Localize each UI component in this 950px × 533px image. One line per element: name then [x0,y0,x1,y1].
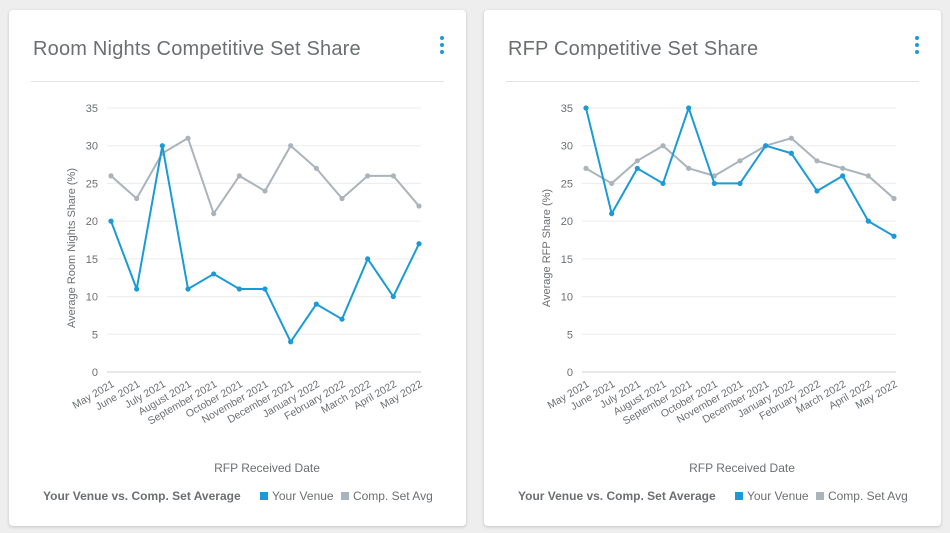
divider [506,81,919,82]
card-title: Room Nights Competitive Set Share [33,38,361,60]
legend-label: Your Venue [746,489,809,503]
rfp-share-card: RFP Competitive Set Share 0 5 10 15 20 25 30 35… [484,10,941,526]
legend-title: Your Venue vs. Comp. Set Average [43,489,241,503]
room-nights-share-card: Room Nights Competitive Set Share 0 5 10 15… [9,10,466,526]
card-title: RFP Competitive Set Share [508,38,759,60]
data-point[interactable] [634,165,640,171]
y-tick-label: 25 [561,178,573,190]
data-point[interactable] [711,180,717,187]
data-point[interactable] [288,339,294,345]
legend-swatch [815,492,824,500]
data-point[interactable] [891,233,897,239]
data-point[interactable] [865,173,871,179]
y-axis-title: Average RFP Share (%) [541,189,553,307]
data-point[interactable] [737,158,743,164]
data-point[interactable] [288,143,294,149]
y-tick-label: 15 [561,254,573,266]
y-tick-label: 30 [86,141,98,153]
data-point[interactable] [365,173,371,179]
data-point[interactable] [108,173,114,179]
data-point[interactable] [236,173,242,179]
data-point[interactable] [840,165,846,171]
y-tick-label: 35 [86,103,98,115]
data-point[interactable] [583,165,589,171]
data-point[interactable] [737,180,743,187]
data-point[interactable] [236,286,242,292]
data-point[interactable] [891,195,897,202]
data-point[interactable] [865,218,871,224]
data-point[interactable] [262,188,268,194]
data-point[interactable] [788,135,794,141]
data-point[interactable] [134,286,140,292]
data-point[interactable] [609,211,615,217]
series-line-your-venue[interactable] [585,107,895,238]
data-point[interactable] [134,195,140,202]
data-point[interactable] [108,218,114,224]
y-tick-label: 15 [86,254,98,266]
y-tick-label: 30 [561,141,573,153]
data-point[interactable] [339,195,345,202]
legend-swatch [259,492,268,500]
data-point[interactable] [660,143,666,149]
data-point[interactable] [660,180,666,187]
more-options-icon[interactable] [913,36,921,56]
data-point[interactable] [763,143,769,149]
legend-item-your-venue[interactable]: Your Venue [259,489,334,503]
legend-title: Your Venue vs. Comp. Set Average [518,489,716,503]
x-axis-title: RFP Received Date [689,461,795,475]
data-point[interactable] [390,293,396,300]
data-point[interactable] [686,165,692,171]
legend-item-comp-set-avg[interactable]: Comp. Set Avg [340,489,433,503]
data-point[interactable] [365,256,371,262]
data-point[interactable] [185,286,191,292]
y-tick-label: 35 [561,103,573,115]
y-tick-label: 25 [86,178,98,190]
data-point[interactable] [159,143,165,149]
data-point[interactable] [339,316,345,322]
data-point[interactable] [634,158,640,164]
legend-label: Comp. Set Avg [827,489,908,503]
data-point[interactable] [840,173,846,179]
data-point[interactable] [313,165,319,171]
data-point[interactable] [814,158,820,164]
legend-label: Your Venue [271,489,334,503]
data-point[interactable] [686,105,692,111]
y-tick-label: 20 [561,216,573,228]
y-tick-label: 5 [567,329,573,341]
data-point[interactable] [609,180,615,187]
data-point[interactable] [262,286,268,292]
y-tick-label: 10 [86,292,98,304]
y-axis-title: Average Room Nights Share (%) [66,168,78,328]
legend-label: Comp. Set Avg [352,489,433,503]
series-line-comp-set-avg[interactable] [585,137,895,200]
y-tick-label: 5 [92,329,98,341]
data-point[interactable] [583,105,589,111]
legend-item-comp-set-avg[interactable]: Comp. Set Avg [815,489,908,503]
y-tick-label: 0 [92,367,98,379]
data-point[interactable] [416,241,422,247]
data-point[interactable] [211,211,217,217]
data-point[interactable] [390,173,396,179]
x-axis-title: RFP Received Date [214,461,320,475]
legend-item-your-venue[interactable]: Your Venue [734,489,809,503]
data-point[interactable] [416,203,422,209]
divider [31,81,444,82]
more-options-icon[interactable] [438,36,446,56]
chart-legend: Your Venue vs. Comp. Set Average Your Ve… [518,489,912,503]
legend-swatch [734,492,743,500]
data-point[interactable] [211,271,217,277]
data-point[interactable] [814,188,820,194]
legend-swatch [340,492,349,500]
y-tick-label: 0 [567,367,573,379]
data-point[interactable] [313,301,319,307]
data-point[interactable] [788,150,794,156]
chart-legend: Your Venue vs. Comp. Set Average Your Ve… [43,489,437,503]
data-point[interactable] [185,135,191,141]
y-tick-label: 10 [561,292,573,304]
y-tick-label: 20 [86,216,98,228]
